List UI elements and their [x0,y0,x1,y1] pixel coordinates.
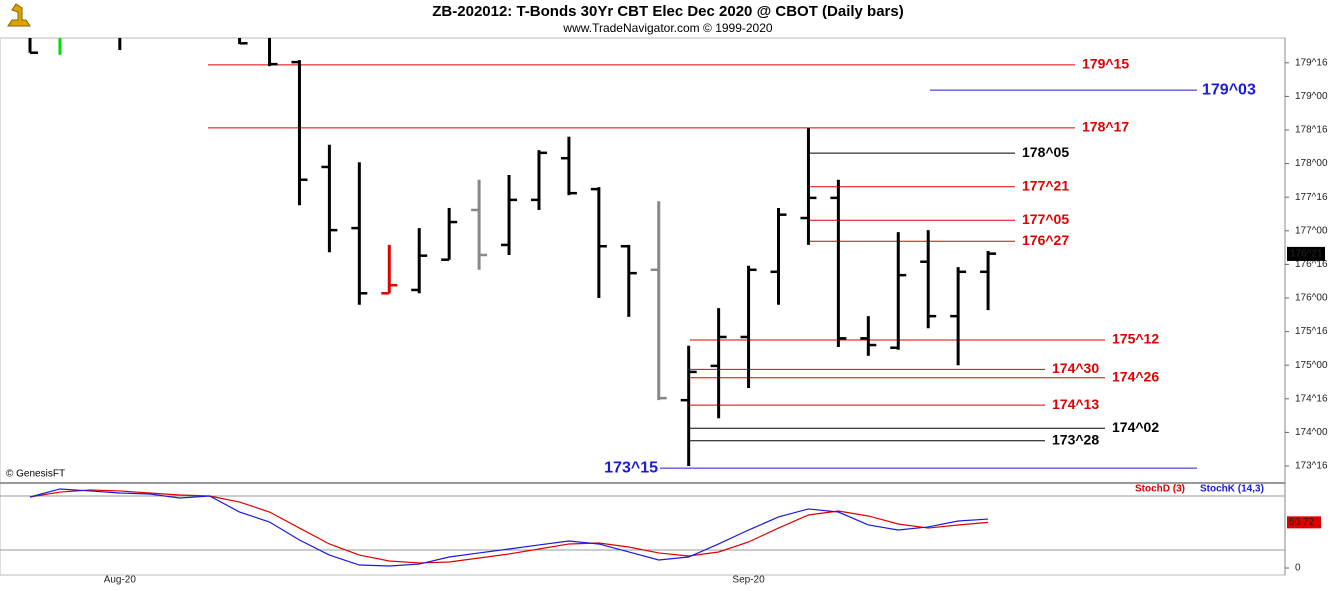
y-tick-label: 178^16 [1295,125,1328,136]
stoch-line [29,489,989,564]
level-label: 173^15 [604,459,658,476]
chart-subtitle: www.TradeNavigator.com © 1999-2020 [562,21,772,35]
level-label: 178^17 [1082,119,1129,135]
y-tick-label: 177^16 [1295,192,1328,203]
level-label: 174^26 [1112,369,1159,385]
x-tick-label: Aug-20 [104,575,137,586]
logo [7,3,31,27]
y-tick-label: 173^16 [1295,461,1328,472]
legend-entry: StochD (3) [1135,484,1185,495]
y-tick-label: 174^16 [1295,393,1328,404]
credit: © GenesisFT [6,469,65,480]
level-label: 176^27 [1022,232,1069,248]
level-label: 175^12 [1112,331,1159,347]
level-label: 174^02 [1112,419,1159,435]
x-tick-label: Sep-20 [732,575,765,586]
y-tick-label: 175^16 [1295,326,1328,337]
level-label: 173^28 [1052,432,1099,448]
last-price-box [1287,246,1325,261]
chart-title: ZB-202012: T-Bonds 30Yr CBT Elec Dec 202… [432,3,903,20]
level-label: 177^21 [1022,177,1069,193]
y-tick-label: 176^16 [1295,259,1328,270]
level-label: 177^05 [1022,211,1069,227]
level-label: 179^15 [1082,56,1129,72]
y-tick-label: 179^16 [1295,57,1328,68]
y-tick-label: 178^00 [1295,158,1328,169]
level-label: 174^30 [1052,360,1099,376]
level-label: 179^03 [1202,81,1256,98]
legend-entry: StochK (14,3) [1200,484,1264,495]
y-tick-label: 176^00 [1295,293,1328,304]
y-tick-label: 0 [1295,563,1301,574]
y-tick-label: 175^00 [1295,360,1328,371]
level-label: 174^13 [1052,396,1099,412]
last-price-label: 176^21 [1290,249,1323,260]
y-tick-label: 177^00 [1295,225,1328,236]
stoch-line [29,488,989,567]
price-bars [28,38,997,467]
level-label: 178^05 [1022,144,1069,160]
y-tick-label: 174^00 [1295,427,1328,438]
last-value-label: 50.72 [1289,517,1314,528]
last-value-box [1287,516,1321,529]
y-tick-label: 179^00 [1295,91,1328,102]
stoch-lines [29,488,989,567]
